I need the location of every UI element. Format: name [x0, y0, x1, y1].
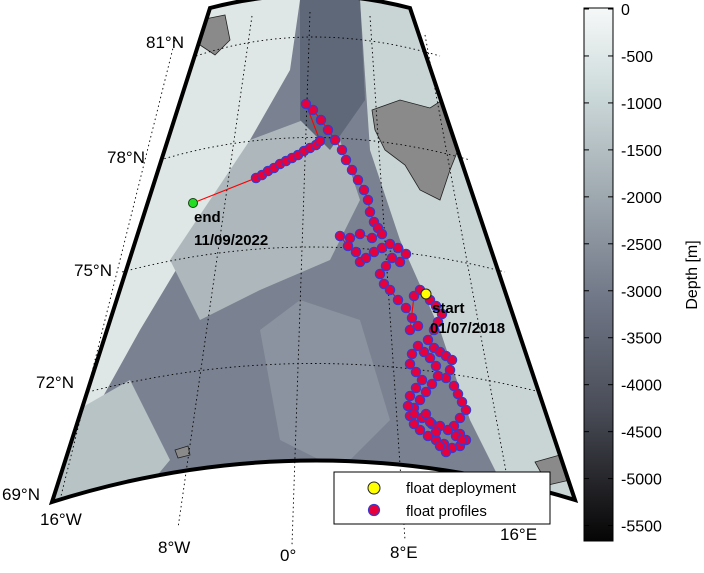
colorbar-tick-label: -5000 [621, 472, 662, 489]
colorbar-tick-label: -1000 [621, 96, 662, 113]
profile-marker [315, 114, 327, 126]
profile-marker [442, 424, 454, 436]
profile-marker [410, 382, 422, 394]
profile-marker [362, 194, 374, 206]
start-date-label: 01/07/2018 [430, 320, 505, 337]
start-label: start [432, 300, 465, 317]
profile-marker [404, 358, 416, 370]
colorbar-tick-label: -3000 [621, 284, 662, 301]
legend-deployment-label: float deployment [406, 480, 517, 497]
profile-marker [358, 184, 370, 196]
legend-box [333, 471, 551, 525]
float-track [192, 98, 472, 458]
profile-marker [392, 242, 404, 254]
colorbar-tick-label: -5500 [621, 519, 662, 536]
colorbar-title: Depth [m] [684, 240, 701, 309]
profile-marker [354, 228, 366, 240]
profile-marker [322, 124, 334, 136]
profile-marker [430, 426, 442, 438]
colorbar-tick-label: -500 [621, 49, 653, 66]
lat-label-75: 75°N [74, 261, 112, 280]
profile-marker [340, 154, 352, 166]
profile-marker [352, 174, 364, 186]
profile-marker [386, 252, 398, 264]
colorbar-tick-label: -4500 [621, 425, 662, 442]
lat-label-72: 72°N [36, 373, 74, 392]
profile-marker [384, 284, 396, 296]
profile-marker [346, 164, 358, 176]
profile-marker [329, 134, 341, 146]
colorbar: 0 -500 -1000 -1500 -2000 -2500 -3000 -3500 -4000… [583, 2, 701, 542]
lon-label-16e: 16°E [500, 525, 537, 544]
profile-marker [420, 408, 432, 420]
end-marker [188, 198, 198, 208]
mid-slope [170, 110, 360, 320]
lon-label-8e: 8°E [390, 543, 418, 562]
legend-deployment-swatch [367, 481, 381, 495]
profile-marker [414, 394, 426, 406]
colorbar-tick-label: -1500 [621, 143, 662, 160]
profile-marker [420, 386, 432, 398]
profile-marker [404, 390, 416, 402]
profile-marker [404, 324, 416, 336]
profile-marker [376, 228, 388, 240]
colorbar-tick-label: -3500 [621, 331, 662, 348]
profile-marker [366, 232, 378, 244]
jan-mayen-land [174, 445, 191, 459]
profile-marker [434, 440, 446, 452]
profile-marker [422, 334, 434, 346]
profile-marker [300, 98, 312, 110]
profile-marker [460, 404, 472, 416]
profile-marker [402, 400, 414, 412]
profile-marker [314, 135, 326, 147]
profile-marker [454, 412, 466, 424]
profile-marker [342, 240, 354, 252]
lat-label-78: 78°N [107, 148, 145, 167]
lon-label-8w: 8°W [158, 538, 190, 557]
profile-marker [428, 324, 440, 336]
profile-marker [410, 366, 422, 378]
colorbar-tick-label: -2000 [621, 190, 662, 207]
profile-marker [416, 374, 428, 386]
lon-label-0: 0° [280, 546, 296, 565]
lat-label-81: 81°N [146, 33, 184, 52]
profile-marker [456, 434, 468, 446]
legend: float deployment float profiles [333, 471, 551, 525]
profile-marker [374, 268, 386, 280]
ridge [260, 300, 390, 470]
profile-marker [392, 294, 404, 306]
profile-marker [334, 230, 346, 242]
profile-marker [400, 302, 412, 314]
legend-profiles-swatch [367, 503, 381, 517]
profile-marker [412, 340, 424, 352]
profile-marker [406, 348, 418, 360]
profile-marker [430, 300, 442, 312]
legend-profiles-label: float profiles [406, 503, 487, 520]
colorbar-tick-label: 0 [621, 2, 630, 19]
profile-marker [446, 354, 458, 366]
profile-marker [400, 248, 412, 260]
profile-marker [432, 370, 444, 382]
colorbar-ticks: 0 -500 -1000 -1500 -2000 -2500 -3000 -3500 -4000… [584, 2, 662, 536]
colorbar-ramp [583, 7, 614, 542]
profile-marker [336, 144, 348, 156]
profile-marker [426, 378, 438, 390]
colorbar-tick-label: -2500 [621, 237, 662, 254]
profile-marker [360, 252, 372, 264]
profile-marker [430, 360, 442, 372]
profile-marker [350, 246, 362, 258]
profile-marker [364, 206, 376, 218]
end-date-label: 11/09/2022 [194, 232, 268, 249]
lat-label-69: 69°N [2, 485, 40, 504]
profile-marker [380, 260, 392, 272]
colorbar-tick-label: -4000 [621, 378, 662, 395]
lon-label-16w: 16°W [40, 510, 82, 529]
deployment-marker [420, 288, 432, 300]
profile-marker [406, 312, 418, 324]
profile-marker [307, 104, 319, 116]
end-label: end [194, 209, 221, 226]
graticule [59, 11, 541, 546]
